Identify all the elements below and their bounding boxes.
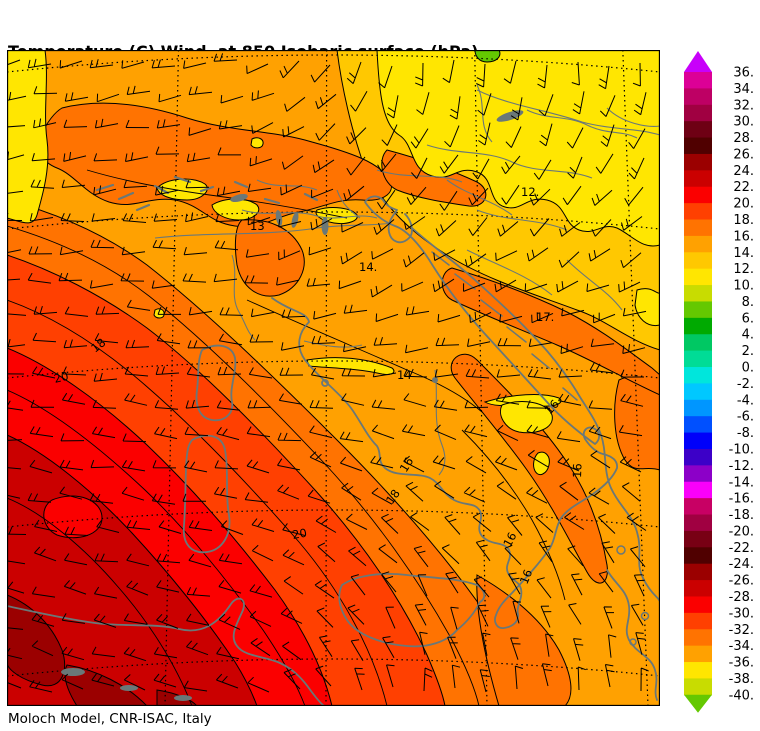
rivers (154, 89, 660, 476)
svg-text:16.: 16. (733, 229, 754, 244)
svg-text:14.: 14. (733, 246, 754, 261)
contour-label: 16 (500, 530, 519, 549)
contour-label: 18 (383, 487, 403, 507)
svg-text:22.: 22. (733, 180, 754, 195)
svg-text:12.: 12. (733, 262, 754, 277)
svg-text:-4.: -4. (737, 393, 754, 408)
svg-text:-6.: -6. (737, 410, 754, 425)
svg-text:-32.: -32. (729, 623, 754, 638)
svg-text:-14.: -14. (729, 475, 754, 490)
contour-label: 13 (250, 219, 265, 233)
islands (431, 251, 650, 646)
svg-text:-40.: -40. (729, 688, 754, 703)
svg-text:10.: 10. (733, 279, 754, 294)
contour-label: 16 (397, 455, 417, 475)
svg-text:4.: 4. (742, 328, 754, 343)
colorbar-arrow-top (684, 51, 712, 72)
svg-text:-38.: -38. (729, 672, 754, 687)
svg-text:-24.: -24. (729, 557, 754, 572)
svg-text:24.: 24. (733, 164, 754, 179)
svg-text:34.: 34. (733, 82, 754, 97)
alpine-terrain-marks (95, 175, 319, 212)
svg-text:-10.: -10. (729, 442, 754, 457)
contour-label: 14. (359, 260, 377, 274)
contour-label: 16 (517, 567, 535, 586)
svg-text:-18.: -18. (729, 508, 754, 523)
contour-label: 20 (52, 369, 70, 386)
svg-text:30.: 30. (733, 115, 754, 130)
svg-text:-30.: -30. (729, 606, 754, 621)
temp-pockets-16-18 (38, 102, 660, 706)
map-frame (7, 50, 660, 706)
svg-text:18.: 18. (733, 213, 754, 228)
contour-label: 17. (536, 310, 554, 324)
contour-label: 14 (397, 368, 412, 382)
svg-text:32.: 32. (733, 98, 754, 113)
footer-credit: Moloch Model, CNR-ISAC, Italy (8, 711, 212, 727)
svg-text:28.: 28. (733, 131, 754, 146)
wind-barbs (7, 53, 649, 693)
svg-text:20.: 20. (733, 197, 754, 212)
svg-text:8.: 8. (742, 295, 754, 310)
colorbar-tick-labels: 36.34.32. 30.28.26. 24.22. 20.18.16. 14.12. 1… (729, 66, 754, 704)
svg-text:-2.: -2. (737, 377, 754, 392)
svg-text:-28.: -28. (729, 590, 754, 605)
svg-text:-22.: -22. (729, 541, 754, 556)
intermediate-contour-lines (7, 169, 566, 706)
svg-text:36.: 36. (733, 66, 754, 81)
svg-text:6.: 6. (742, 311, 754, 326)
svg-text:-8.: -8. (737, 426, 754, 441)
svg-text:-20.: -20. (729, 524, 754, 539)
contour-label: 20 (291, 526, 308, 542)
svg-text:-16.: -16. (729, 492, 754, 507)
colorbar-arrow-bottom (684, 694, 712, 713)
contour-label: 16 (570, 463, 585, 478)
svg-text:-26.: -26. (729, 574, 754, 589)
temperature-colorbar: 36. 34. 32. 30. 28. 26. 24. 22. 20. 18. 16. 14. 12. 1… (680, 48, 758, 718)
svg-text:26.: 26. (733, 147, 754, 162)
svg-text:-34.: -34. (729, 639, 754, 654)
svg-text:-36.: -36. (729, 656, 754, 671)
svg-text:-12.: -12. (729, 459, 754, 474)
weather-map: 12. 13 14. 17. 18 20 14 16 16 16 18 20 16 16 (7, 50, 660, 706)
colorbar-cells (684, 72, 712, 696)
contour-label: 12. (521, 185, 539, 199)
svg-text:2.: 2. (742, 344, 754, 359)
svg-text:0.: 0. (742, 361, 754, 376)
